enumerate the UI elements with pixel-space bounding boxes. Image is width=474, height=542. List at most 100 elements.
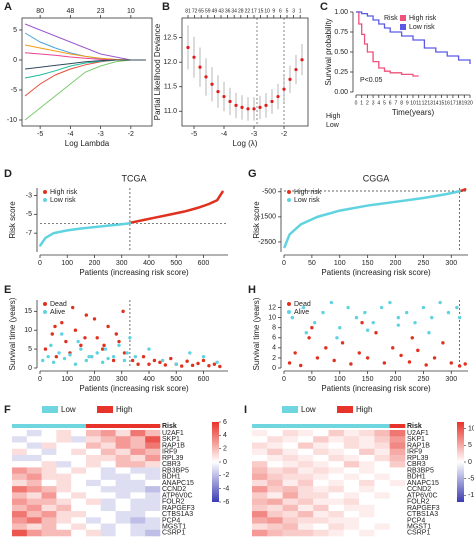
top-tick-label: 1 (299, 8, 302, 14)
x-tick-label: 0 (38, 376, 42, 383)
patient-point (315, 356, 320, 360)
y-tick-label: 0.00 (334, 89, 348, 96)
patient-point (100, 360, 105, 365)
gene-label: FOLR2 (162, 499, 185, 506)
risk-group-cell (374, 424, 390, 428)
y-tick-label: -2500 (258, 239, 276, 246)
heat-cell (313, 454, 329, 462)
patient-point (68, 353, 72, 357)
y-tick-label: 5 (13, 27, 17, 34)
top-tick-label: 3 (292, 8, 295, 14)
deviance-point (216, 90, 220, 94)
deviance-point (210, 82, 214, 86)
heat-cell (359, 436, 375, 443)
heat-cell (12, 436, 28, 443)
heat-cell (145, 442, 161, 450)
deviance-point (258, 105, 262, 109)
x-tick-label: 12 (422, 100, 428, 106)
heat-cell (343, 529, 360, 537)
gene-label: MGST1 (162, 523, 186, 530)
patient-point (307, 336, 311, 340)
panel-label: A (4, 1, 12, 13)
heat-cell (389, 461, 406, 468)
survival-curve (356, 11, 419, 77)
patient-point (207, 364, 211, 368)
heat-cell (374, 529, 390, 537)
heat-cell (12, 473, 28, 481)
x-tick-label: 2 (366, 100, 369, 106)
colorbar (457, 422, 464, 502)
legend-label: Low (301, 405, 316, 414)
heat-cell (26, 430, 42, 437)
y-tick-label: 5 (28, 346, 32, 353)
heat-cell (359, 529, 375, 537)
colorbar-label: 4 (223, 432, 227, 439)
heat-cell (267, 511, 283, 518)
patient-point (218, 364, 222, 369)
gene-label: ATP6V0C (407, 492, 438, 499)
patient-point (396, 323, 401, 327)
legend-label: Low risk (50, 197, 76, 204)
heat-cell (343, 511, 360, 518)
top-tick-label: 65 (198, 8, 204, 14)
risk-group-cell (86, 424, 102, 428)
plot-frame (181, 17, 309, 127)
risk-group-cell (297, 424, 314, 428)
gene-label: RB3BP5 (162, 467, 189, 474)
x-tick-label: 6 (389, 100, 392, 106)
deviance-point (192, 55, 196, 59)
heat-cell (328, 461, 345, 468)
y-axis-label: Partial Likelihood Deviance (153, 23, 162, 120)
y-axis-label: Survival time (years) (8, 297, 17, 370)
heat-cell (145, 492, 161, 499)
legend-marker (287, 302, 291, 306)
patient-point (290, 315, 295, 320)
x-tick-label: -2 (281, 131, 287, 138)
risk-group-cell (71, 424, 87, 428)
heat-cell (41, 492, 57, 499)
heat-cell (56, 454, 72, 462)
x-tick-label: 20 (467, 100, 473, 106)
heat-cell (41, 436, 57, 443)
legend-swatch (337, 406, 353, 413)
heat-cell (297, 523, 314, 531)
top-tick-label: 72 (192, 8, 198, 14)
heat-cell (56, 529, 72, 537)
heat-cell (145, 523, 161, 531)
risk-group-cell (359, 424, 375, 428)
heat-cell (343, 479, 360, 487)
heat-cell (297, 498, 314, 506)
heat-cell (328, 523, 345, 531)
patient-point (64, 339, 68, 344)
legend-marker (43, 310, 47, 314)
heat-cell (252, 479, 268, 487)
patient-point (329, 300, 334, 305)
heat-cell (115, 473, 131, 481)
coef-line (24, 59, 146, 97)
gene-label: SKP1 (407, 436, 425, 443)
patient-point (95, 336, 99, 340)
patient-point (212, 362, 217, 366)
panel-label: E (4, 284, 11, 296)
x-tick-label: 250 (418, 260, 430, 267)
risk-curve (39, 222, 132, 247)
patient-point (360, 320, 364, 325)
heat-cell (374, 448, 390, 456)
heat-cell (374, 492, 390, 499)
x-tick-label: 400 (143, 260, 155, 267)
patient-point (83, 336, 87, 340)
heat-cell (12, 529, 28, 537)
panel-label: F (4, 404, 11, 416)
y-tick-label: 15 (24, 308, 32, 315)
top-tick-label: 36 (225, 8, 231, 14)
colorbar-label: 2 (223, 446, 227, 453)
heat-cell (41, 467, 57, 474)
heat-cell (71, 511, 87, 518)
heat-cell (374, 461, 390, 468)
heat-cell (71, 529, 87, 537)
patient-point (57, 351, 61, 355)
heat-cell (26, 473, 42, 481)
heat-cell (359, 517, 375, 524)
heat-cell (56, 442, 72, 450)
patient-point (457, 364, 462, 368)
